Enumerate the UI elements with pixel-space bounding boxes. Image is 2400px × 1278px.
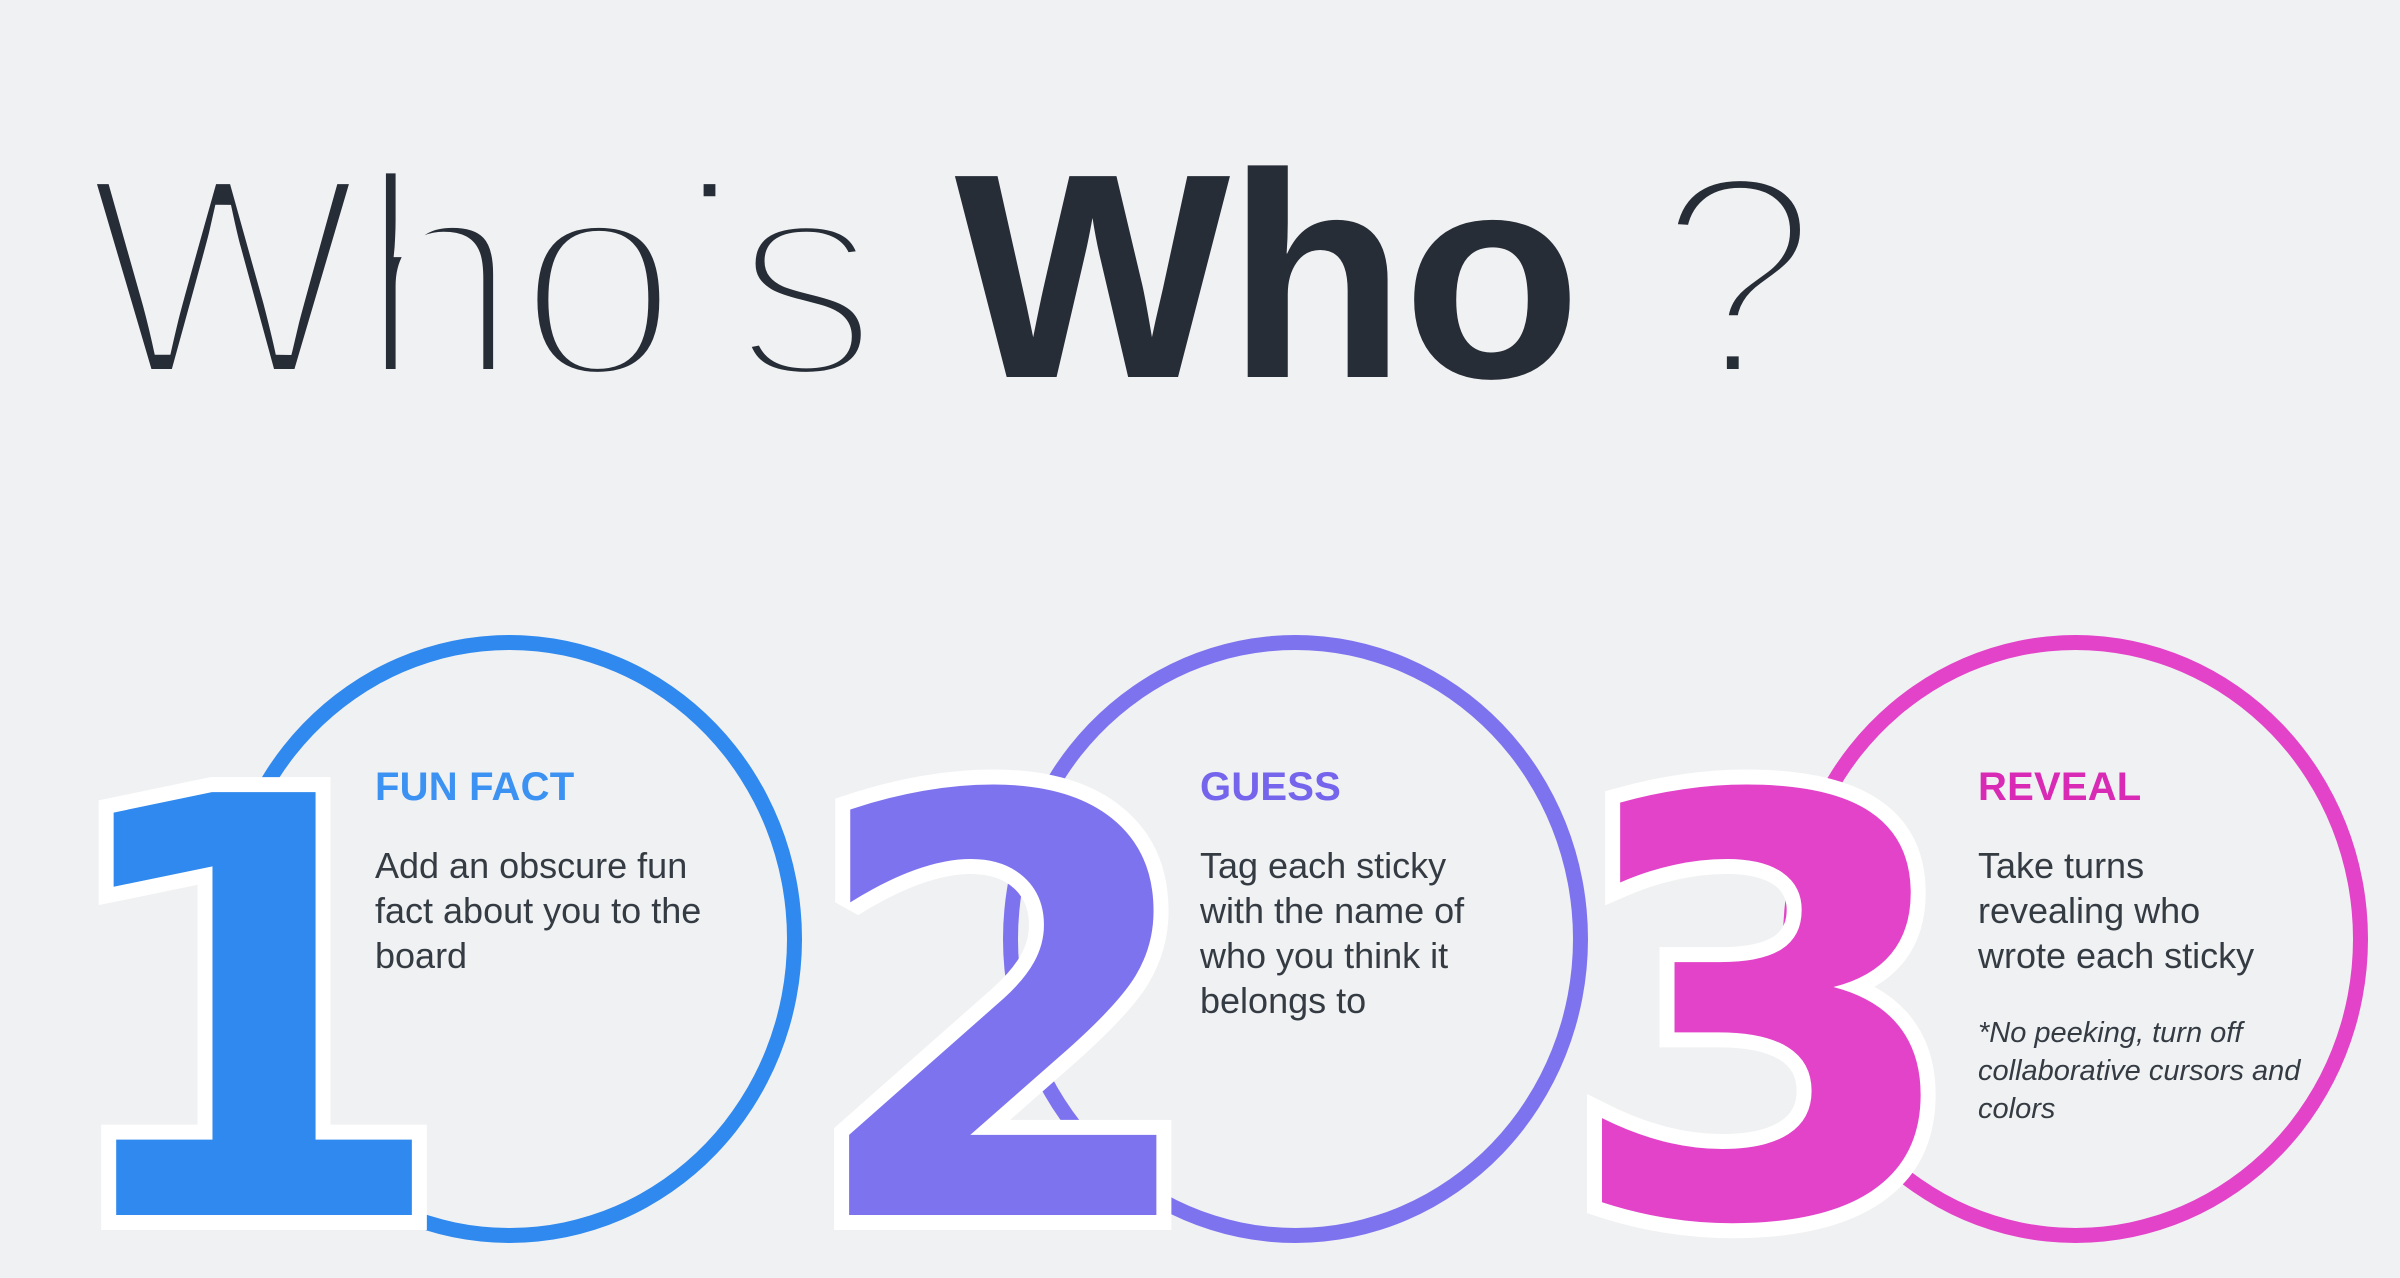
title-question-mark: ? <box>1648 113 1826 439</box>
step-2-number-graphic: 2 <box>788 662 1222 1278</box>
step-1-number: 1 <box>48 677 452 1278</box>
step-2-number: 2 <box>803 677 1207 1278</box>
step-3-heading: REVEAL <box>1978 765 2142 809</box>
step-2-heading: GUESS <box>1200 765 1342 809</box>
step-1-body: Add an obscure fun fact about you to the… <box>375 845 702 976</box>
step-1-heading: FUN FACT <box>375 765 575 809</box>
step-2-body: Tag each sticky with the name of who you… <box>1200 845 1465 1021</box>
step-3-text-block: REVEAL Take turns revealing who wrote ea… <box>1978 765 2300 1128</box>
title-emphasis: Who <box>954 113 1581 439</box>
step-3-footnote: *No peeking, turn off collaborative curs… <box>1978 1017 2301 1125</box>
step-1-number-graphic: 1 <box>33 662 467 1278</box>
step-3-number-graphic: 3 <box>1548 662 1982 1278</box>
page-title: Who’s Who ? <box>77 122 1827 430</box>
step-3-number: 3 <box>1563 677 1967 1278</box>
step-1-text-block: FUN FACT Add an obscure fun fact about y… <box>375 765 720 978</box>
step-2-text-block: GUESS Tag each sticky with the name of w… <box>1200 765 1500 1023</box>
step-3-body: Take turns revealing who wrote each stic… <box>1978 845 2255 976</box>
title-prefix: Who’s <box>77 113 887 439</box>
